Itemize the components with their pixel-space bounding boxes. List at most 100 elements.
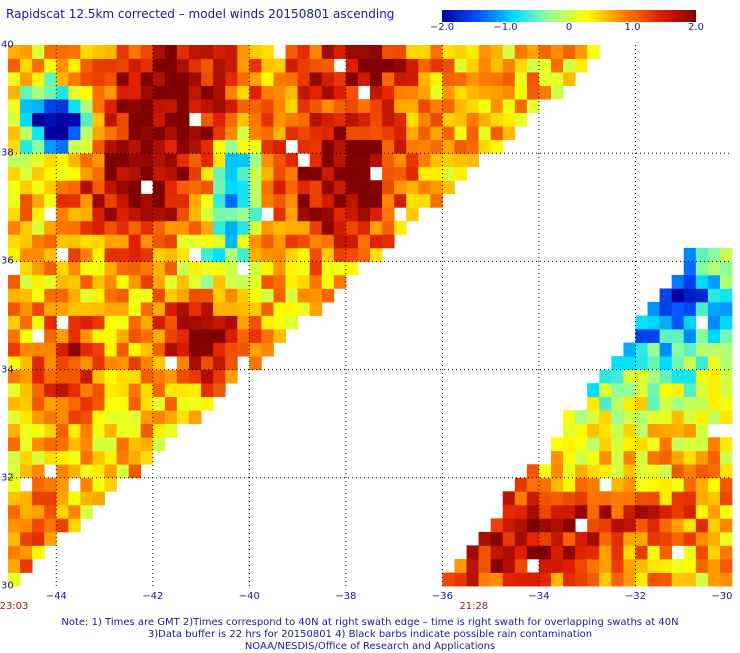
wind-difference-cell <box>80 477 93 492</box>
wind-difference-cell <box>659 396 673 411</box>
wind-difference-cell <box>140 383 154 398</box>
wind-difference-cell <box>68 301 81 316</box>
wind-difference-cell <box>189 383 202 398</box>
lat-tick-label: 32 <box>1 472 14 484</box>
wind-difference-cell <box>309 85 323 100</box>
wind-difference-cell <box>261 220 274 235</box>
wind-difference-cell <box>707 301 721 316</box>
wind-difference-cell <box>273 261 286 276</box>
wind-difference-cell <box>8 274 21 289</box>
wind-difference-cell <box>707 383 721 398</box>
wind-difference-cell <box>357 193 371 208</box>
wind-difference-cell <box>128 356 142 370</box>
wind-difference-cell <box>32 301 45 316</box>
wind-difference-cell <box>659 383 673 398</box>
wind-difference-cell <box>370 45 383 59</box>
wind-difference-cell <box>116 437 130 452</box>
wind-difference-cell <box>176 247 190 262</box>
wind-difference-cell <box>80 180 93 195</box>
wind-difference-cell <box>611 437 624 452</box>
wind-difference-cell <box>249 193 262 208</box>
wind-difference-cell <box>249 301 262 316</box>
wind-difference-cell <box>707 261 721 276</box>
wind-difference-cell <box>647 518 660 533</box>
wind-difference-cell <box>44 491 57 506</box>
wind-difference-cell <box>309 99 323 114</box>
wind-difference-cell <box>647 558 660 573</box>
wind-difference-cell <box>623 504 636 519</box>
lon-tick-label: −36 <box>431 591 453 602</box>
wind-difference-cell <box>382 193 395 208</box>
wind-difference-cell <box>68 464 81 479</box>
wind-difference-cell <box>575 450 588 465</box>
wind-difference-cell <box>623 545 636 560</box>
wind-difference-cell <box>309 301 323 316</box>
wind-difference-cell <box>20 261 33 276</box>
wind-difference-cell <box>56 288 69 303</box>
wind-difference-cell <box>128 464 142 479</box>
wind-difference-cell <box>575 504 588 519</box>
wind-difference-cell <box>80 261 93 276</box>
wind-difference-cell <box>92 58 105 73</box>
wind-difference-cell <box>695 329 709 343</box>
wind-difference-cell <box>32 153 45 168</box>
wind-difference-cell <box>659 369 673 384</box>
wind-difference-cell <box>273 166 286 181</box>
wind-difference-cell <box>32 261 45 276</box>
wind-difference-cell <box>478 58 492 73</box>
wind-difference-cell <box>92 383 105 398</box>
wind-difference-cell <box>8 504 21 519</box>
lat-tick-label: 36 <box>1 255 14 267</box>
wind-difference-cell <box>635 545 648 560</box>
wind-difference-cell <box>8 410 21 425</box>
wind-difference-cell <box>189 58 202 73</box>
wind-difference-cell <box>707 356 721 370</box>
wind-difference-cell <box>80 410 93 425</box>
wind-difference-cell <box>8 193 21 208</box>
wind-difference-cell <box>599 383 612 398</box>
wind-difference-cell <box>514 58 528 73</box>
wind-difference-cell <box>213 301 226 316</box>
wind-difference-cell <box>394 58 407 73</box>
wind-difference-cell <box>213 99 226 114</box>
wind-difference-cell <box>261 193 274 208</box>
wind-difference-cell <box>321 126 335 141</box>
wind-difference-cell <box>68 288 81 303</box>
wind-difference-cell <box>56 234 69 249</box>
wind-difference-cell <box>225 193 238 208</box>
wind-difference-cell <box>430 180 443 195</box>
wind-difference-cell <box>683 342 697 357</box>
wind-difference-cell <box>406 85 419 100</box>
wind-difference-cell <box>442 139 455 154</box>
wind-difference-cell <box>140 423 154 438</box>
wind-difference-cell <box>321 247 335 262</box>
wind-difference-cell <box>92 288 105 303</box>
wind-difference-cell <box>80 139 93 154</box>
wind-difference-cell <box>321 85 335 100</box>
wind-difference-cell <box>104 383 117 398</box>
wind-difference-cell <box>418 153 431 168</box>
colorbar-gradient <box>442 10 696 22</box>
wind-difference-cell <box>249 356 262 370</box>
wind-difference-cell <box>8 85 21 100</box>
wind-difference-cell <box>201 234 214 249</box>
wind-difference-cell <box>563 72 576 86</box>
wind-difference-cell <box>44 234 57 249</box>
wind-difference-cell <box>44 531 57 546</box>
wind-difference-cell <box>20 301 33 316</box>
wind-difference-cell <box>164 301 178 316</box>
wind-difference-cell <box>466 545 479 560</box>
wind-difference-cell <box>502 85 516 100</box>
wind-difference-cell <box>189 396 202 411</box>
wind-difference-cell <box>8 329 21 343</box>
wind-difference-cell <box>104 58 117 73</box>
wind-difference-cell <box>442 45 455 59</box>
wind-difference-cell <box>526 58 540 73</box>
wind-difference-cell <box>116 72 130 86</box>
wind-difference-cell <box>273 72 286 86</box>
wind-difference-cell <box>32 464 45 479</box>
wind-difference-cell <box>68 220 81 235</box>
wind-difference-cell <box>695 464 709 479</box>
wind-difference-cell <box>201 383 214 398</box>
wind-difference-cell <box>44 220 57 235</box>
